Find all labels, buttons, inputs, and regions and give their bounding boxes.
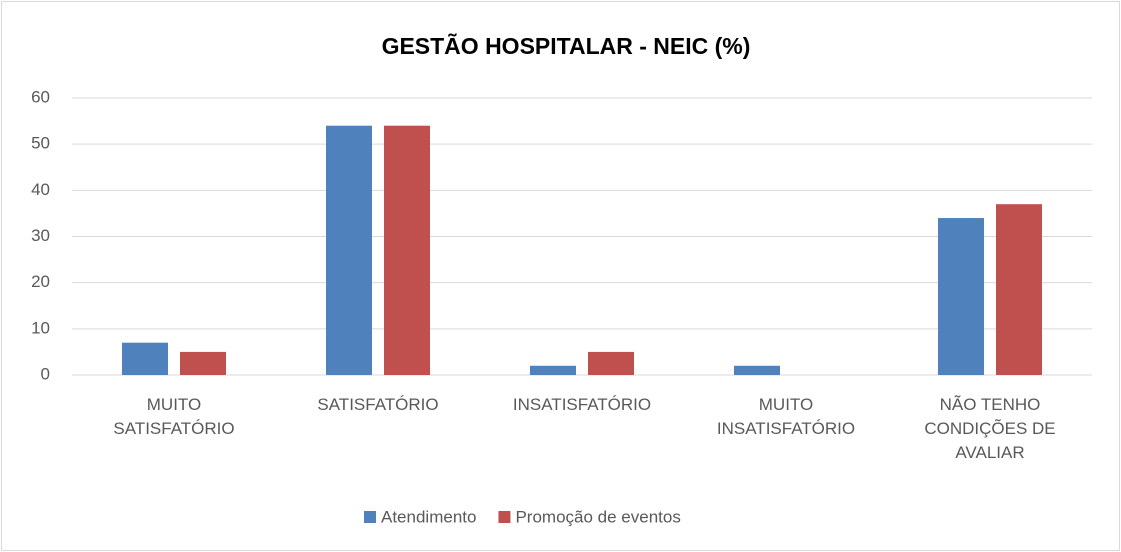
y-tick-label: 30 <box>31 226 50 245</box>
y-tick-label: 50 <box>31 134 50 153</box>
chart-title: GESTÃO HOSPITALAR - NEIC (%) <box>382 32 751 59</box>
y-tick-label: 10 <box>31 318 50 337</box>
bar <box>938 218 984 375</box>
x-tick-label: INSATISFATÓRIO <box>512 395 652 414</box>
y-tick-label: 60 <box>31 87 50 106</box>
y-tick-label: 40 <box>31 180 50 199</box>
y-tick-label: 20 <box>31 272 50 291</box>
legend-label: Atendimento <box>381 507 476 526</box>
bar <box>180 351 226 375</box>
legend-swatch <box>498 511 511 523</box>
x-tick-label: NÃO TENHO CONDIÇÕES DE AVALIAR <box>924 395 1056 462</box>
y-tick-label: 0 <box>41 364 50 383</box>
bar <box>530 365 576 375</box>
bar <box>734 365 780 375</box>
bar <box>588 351 634 375</box>
legend-swatch <box>364 511 376 523</box>
bar <box>122 342 168 375</box>
bar <box>996 204 1042 375</box>
x-tick-label: MUITO SATISFATÓRIO <box>113 395 235 438</box>
bar <box>384 125 430 375</box>
legend-label: Promoção de eventos <box>515 507 680 526</box>
x-tick-label: SATISFATÓRIO <box>317 395 439 414</box>
bar <box>326 125 372 375</box>
x-tick-label: MUITO INSATISFATÓRIO <box>716 395 856 438</box>
